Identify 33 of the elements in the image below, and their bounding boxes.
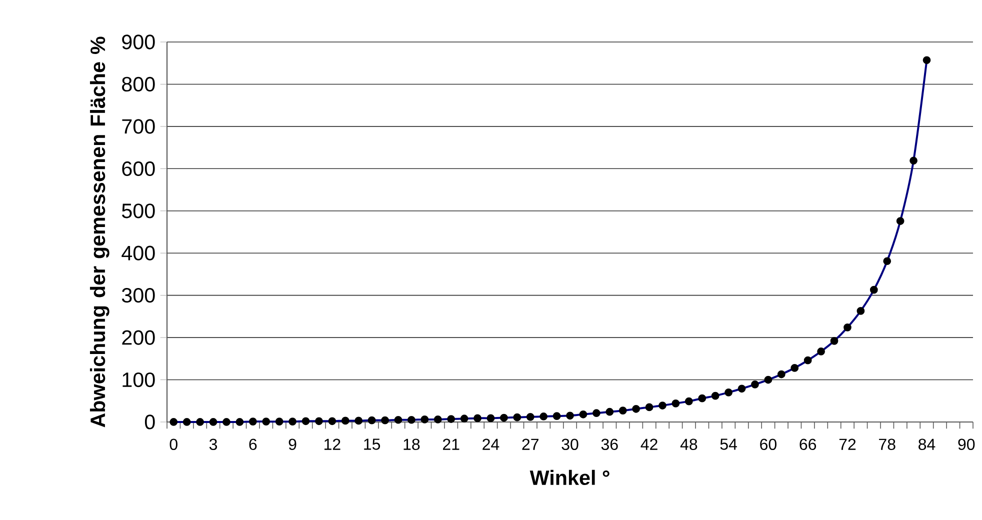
x-tick-label: 21 xyxy=(442,438,460,450)
x-tick-label: 90 xyxy=(958,438,975,450)
x-tick-label: 27 xyxy=(522,438,538,450)
y-tick-label: 0 xyxy=(144,414,155,430)
x-tick-label: 3 xyxy=(209,438,217,450)
x-tick-label: 66 xyxy=(800,438,816,450)
x-tick-label: 15 xyxy=(364,438,380,450)
y-tick-label: 900 xyxy=(122,34,155,50)
y-tick-label: 800 xyxy=(122,76,155,92)
x-tick-label: 24 xyxy=(482,438,500,450)
x-tick-label: 78 xyxy=(879,438,896,450)
x-tick-label: 12 xyxy=(324,438,340,450)
x-tick-label: 30 xyxy=(562,438,578,450)
x-tick-label: 6 xyxy=(249,438,257,450)
x-tick-label: 0 xyxy=(170,438,178,450)
x-tick-label: 54 xyxy=(720,438,737,450)
x-tick-label: 18 xyxy=(404,438,420,450)
x-tick-label: 42 xyxy=(640,438,658,450)
y-tick-label: 100 xyxy=(122,372,155,388)
x-tick-label: 72 xyxy=(839,438,856,450)
y-tick-label: 300 xyxy=(122,288,155,303)
y-axis-title: Abweichung der gemessenen Fläche % xyxy=(90,36,110,428)
y-tick-label: 400 xyxy=(122,246,155,260)
x-axis-title: Winkel ° xyxy=(530,470,610,486)
x-tick-label: 48 xyxy=(680,438,698,450)
x-tick-label: 36 xyxy=(601,438,618,450)
x-tick-label: 60 xyxy=(760,438,776,450)
y-tick-label: 200 xyxy=(122,330,155,345)
x-tick-label: 84 xyxy=(918,438,936,450)
y-tick-label: 700 xyxy=(122,119,155,134)
x-tick-label: 9 xyxy=(288,438,296,450)
y-tick-label: 600 xyxy=(122,161,155,176)
y-tick-label: 500 xyxy=(122,204,155,218)
